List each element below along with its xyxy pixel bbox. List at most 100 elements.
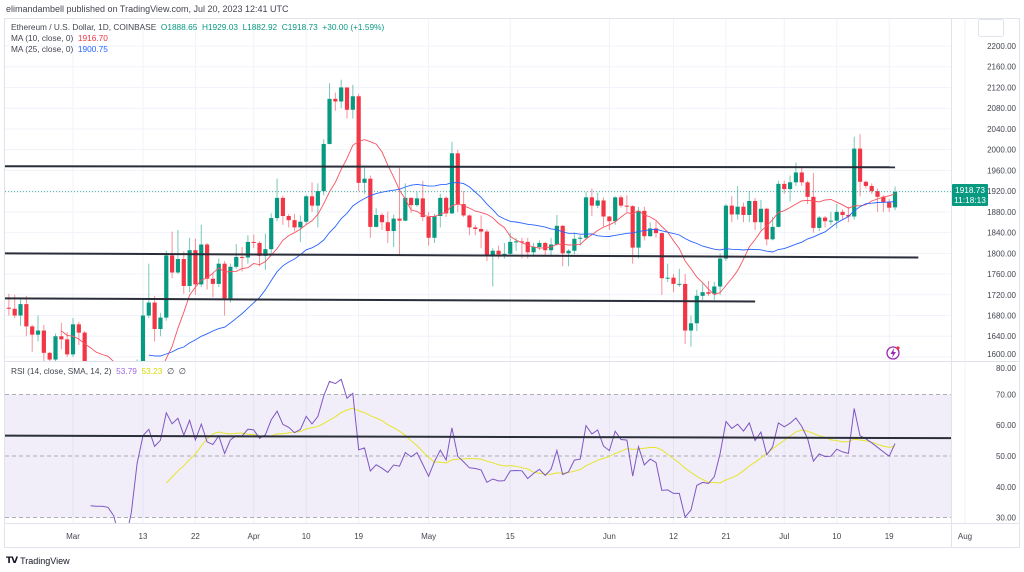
- ohlc-high: H1929.03: [201, 22, 238, 32]
- candle-body: [24, 304, 29, 327]
- candle-body: [554, 225, 559, 245]
- candle-body: [508, 241, 513, 254]
- candle-down: [543, 241, 548, 256]
- time-tick-label: 10: [302, 532, 311, 541]
- ma25-label[interactable]: MA (25, close, 0): [11, 44, 74, 54]
- axes: 2200.002160.002120.002080.002040.002000.…: [66, 42, 1016, 541]
- candle-up: [490, 248, 495, 287]
- candle-body: [747, 200, 752, 215]
- candle-body: [776, 183, 781, 227]
- chart-legend: Ethereum / U.S. Dollar, 1D, COINBASE O18…: [11, 22, 384, 55]
- candle-up: [140, 298, 146, 361]
- candle-body: [409, 197, 414, 206]
- candle-down: [385, 211, 390, 243]
- candle-body: [449, 153, 455, 214]
- candle-body: [269, 218, 274, 250]
- candle-down: [152, 295, 157, 342]
- candle-body: [362, 178, 367, 183]
- price-tick-label: 1600.00: [987, 350, 1016, 359]
- candle-down: [782, 180, 787, 194]
- ma10-value: 1916.70: [77, 33, 108, 43]
- candle-body: [461, 204, 466, 216]
- candle-down: [473, 224, 478, 236]
- candle-body: [140, 315, 146, 361]
- candle-body: [304, 196, 309, 222]
- candle-body: [333, 98, 338, 102]
- candle-down: [65, 332, 70, 357]
- candle-down: [309, 182, 315, 212]
- candle-body: [379, 214, 385, 223]
- candle-body: [764, 208, 769, 240]
- candle-down: [840, 209, 845, 220]
- candle-body: [170, 255, 175, 273]
- time-tick-label: Mar: [66, 532, 80, 541]
- bar-countdown: 11:18:13: [954, 195, 986, 205]
- candle-down: [251, 234, 256, 249]
- price-tick-label: 1800.00: [987, 249, 1016, 258]
- candle-up: [613, 196, 618, 225]
- candle-down: [210, 272, 216, 298]
- candle-body: [432, 216, 437, 238]
- tradingview-logo: 𝗧𝗩: [6, 555, 18, 565]
- candle-body: [228, 266, 233, 299]
- candle-down: [222, 261, 227, 316]
- ma10-label[interactable]: MA (10, close, 0): [11, 33, 74, 43]
- candle-up: [216, 258, 221, 288]
- candle-down: [683, 274, 688, 345]
- candle-body: [53, 336, 58, 360]
- candle-up: [234, 243, 239, 269]
- candle-body: [18, 304, 23, 316]
- top-right-button[interactable]: [978, 19, 1004, 37]
- candle-up: [718, 253, 723, 295]
- price-tick-label: 2000.00: [987, 146, 1016, 155]
- candle-body: [210, 278, 216, 284]
- candle-up: [723, 204, 729, 262]
- candle-body: [537, 242, 542, 248]
- candle-down: [444, 196, 449, 218]
- current-price: 1918.73: [955, 185, 985, 195]
- candle-down: [426, 211, 431, 246]
- price-tick-label: 2080.00: [987, 104, 1016, 113]
- candle-body: [578, 237, 583, 239]
- candle-body: [857, 148, 863, 182]
- candle-body: [327, 98, 332, 144]
- candle-body: [869, 185, 874, 192]
- candle-body: [344, 87, 350, 110]
- candle-up: [449, 141, 455, 214]
- symbol-title[interactable]: Ethereum / U.S. Dollar, 1D, COINBASE: [11, 22, 157, 32]
- published-caption: elimandambell published on TradingView.c…: [6, 4, 289, 14]
- candle-body: [706, 292, 711, 294]
- candle-up: [18, 298, 23, 326]
- candle-body: [531, 247, 536, 253]
- lightning-icon[interactable]: [886, 346, 900, 360]
- candle-body: [787, 182, 793, 190]
- ohlc-open: O1888.65: [160, 22, 198, 32]
- grid-lines: [5, 19, 966, 523]
- candle-body: [274, 197, 280, 219]
- candle-body: [315, 191, 320, 206]
- candle-down: [333, 92, 338, 111]
- candle-body: [770, 226, 775, 240]
- candle-body: [665, 277, 670, 279]
- candle-body: [146, 302, 151, 316]
- candle-down: [239, 247, 245, 272]
- candle-body: [239, 256, 245, 258]
- candle-body: [875, 191, 880, 197]
- candle-body: [47, 352, 52, 360]
- candle-up: [391, 214, 396, 248]
- time-tick-label: Aug: [958, 532, 972, 541]
- time-tick-label: 15: [506, 532, 515, 541]
- rsi-label[interactable]: RSI (14, close, SMA, 14, 2): [11, 366, 112, 376]
- candle-body: [286, 216, 291, 221]
- candle-up: [146, 263, 151, 319]
- ma10-line: [61, 139, 896, 361]
- candle-up: [327, 83, 332, 145]
- footer-brand: 𝗧𝗩 TradingView: [6, 555, 70, 566]
- candle-up: [350, 84, 355, 119]
- candle-body: [199, 244, 204, 285]
- candle-down: [461, 191, 466, 218]
- candle-body: [350, 96, 355, 110]
- candle-down: [356, 93, 361, 192]
- candle-body: [234, 256, 239, 267]
